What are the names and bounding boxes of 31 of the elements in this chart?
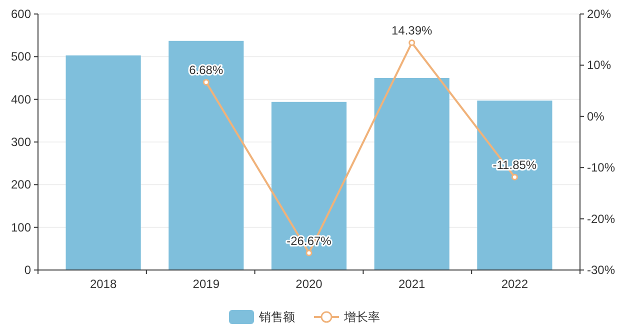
y2-tick-label: -20% bbox=[587, 212, 616, 226]
y-tick-label: 400 bbox=[10, 92, 32, 106]
x-tick-label: 2022 bbox=[501, 277, 528, 291]
point bbox=[511, 174, 518, 180]
y2-tick-label: 0% bbox=[587, 109, 605, 124]
legend-label: 增长率 bbox=[343, 310, 380, 324]
y-tick-label: 600 bbox=[10, 7, 32, 21]
bar bbox=[271, 102, 347, 270]
y2-tick-label: -10% bbox=[587, 160, 616, 175]
point bbox=[306, 250, 312, 256]
y2-tick-label: 20% bbox=[587, 7, 612, 21]
data-label: 6.68% bbox=[189, 63, 224, 78]
bar bbox=[66, 55, 141, 270]
x-tick-label: 2020 bbox=[296, 277, 323, 291]
legend-label: 销售额 bbox=[258, 310, 295, 324]
bar bbox=[477, 100, 552, 270]
x-tick-label: 2019 bbox=[192, 277, 220, 291]
y-tick-label: 500 bbox=[10, 50, 32, 64]
y2-tick-label: -30% bbox=[587, 263, 616, 277]
y-tick-label: 0 bbox=[24, 263, 32, 277]
bar bbox=[374, 78, 450, 270]
point bbox=[408, 39, 416, 46]
y-tick-label: 200 bbox=[10, 178, 32, 192]
x-tick-label: 2021 bbox=[398, 277, 426, 291]
bar bbox=[168, 40, 244, 270]
data-label: 14.39% bbox=[391, 24, 433, 38]
y2-tick-label: 10% bbox=[587, 58, 612, 72]
y-tick-label: 300 bbox=[10, 135, 32, 149]
point bbox=[202, 78, 210, 86]
y-tick-label: 100 bbox=[10, 220, 32, 234]
x-tick-label: 2018 bbox=[90, 277, 117, 291]
